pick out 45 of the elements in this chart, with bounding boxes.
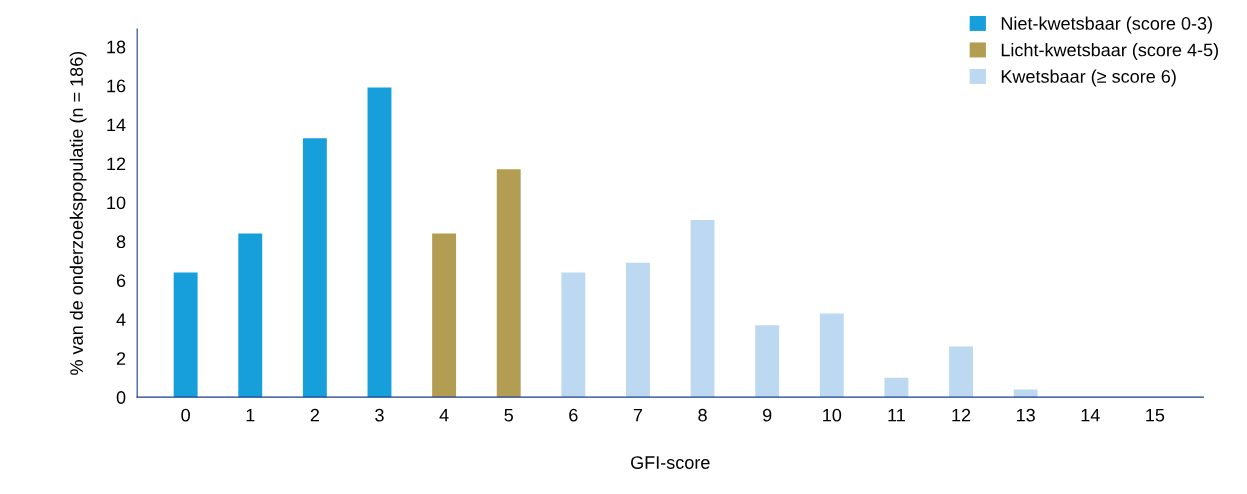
bar [238, 233, 263, 398]
bar [173, 272, 198, 398]
y-tick-label: 10 [107, 196, 126, 210]
x-tick-label: 1 [246, 408, 255, 422]
x-tick-label: 6 [569, 408, 578, 422]
y-tick-label: 0 [116, 391, 126, 404]
x-tick-label: 4 [439, 408, 449, 422]
bar [302, 138, 327, 398]
bar [819, 313, 844, 398]
bar [626, 262, 650, 398]
x-tick-label: 14 [1081, 408, 1100, 422]
bar [367, 87, 392, 398]
y-axis-title: % van de onderzoekspopulatie (n = 186) [69, 51, 87, 375]
bar [884, 377, 909, 398]
x-tick-label: 12 [952, 408, 971, 422]
x-tick-label: 15 [1146, 408, 1165, 422]
x-tick-label: 9 [763, 408, 772, 422]
x-tick-label: 8 [698, 408, 707, 422]
x-tick-label: 3 [375, 408, 384, 422]
bar [690, 219, 715, 398]
bar [755, 325, 780, 398]
x-tick-label: 11 [888, 408, 905, 422]
y-tick-label: 6 [116, 274, 126, 288]
bar [432, 233, 457, 398]
y-tick-label: 12 [107, 157, 126, 171]
y-tick-label: 18 [107, 40, 126, 54]
bar [949, 346, 973, 398]
legend-label: Licht-kwetsbaar (score 4-5) [1001, 43, 1218, 60]
x-tick-label: 10 [823, 408, 842, 422]
x-axis-title: GFI-score [631, 456, 710, 469]
y-tick-label: 16 [107, 79, 126, 93]
x-tick-label: 13 [1016, 408, 1035, 422]
legend-label: Kwetsbaar (≥ score 6) [1001, 69, 1176, 87]
legend-label: Niet-kwetsbaar (score 0-3) [1001, 16, 1212, 34]
y-tick-label: 2 [116, 352, 126, 365]
y-tick-label: 8 [116, 235, 126, 249]
y-tick-label: 14 [107, 118, 126, 132]
y-tick-label: 4 [116, 313, 126, 326]
bar [1013, 389, 1038, 398]
bar [561, 272, 586, 398]
x-tick-label: 0 [181, 408, 190, 422]
x-tick-label: 5 [504, 408, 513, 422]
x-tick-label: 7 [633, 408, 643, 422]
bar [496, 169, 521, 398]
x-tick-label: 2 [310, 408, 319, 422]
